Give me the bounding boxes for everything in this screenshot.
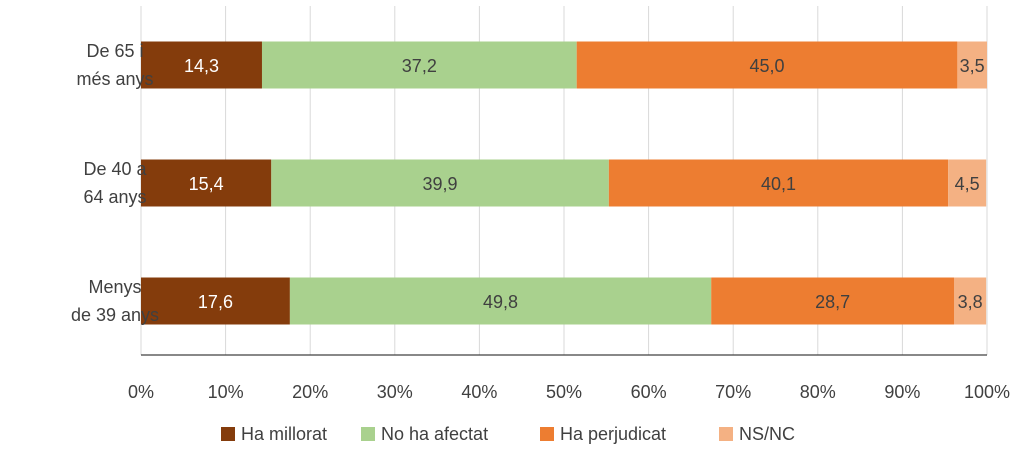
bar-segment bbox=[954, 277, 987, 325]
x-tick-label: 100% bbox=[964, 382, 1010, 402]
x-tick-label: 20% bbox=[292, 382, 328, 402]
category-label: 64 anys bbox=[83, 187, 146, 207]
category-label: de 39 anys bbox=[71, 305, 159, 325]
legend-swatch bbox=[361, 427, 375, 441]
data-label: 49,8 bbox=[483, 292, 518, 312]
x-tick-label: 40% bbox=[461, 382, 497, 402]
x-tick-label: 80% bbox=[800, 382, 836, 402]
bar-segment bbox=[141, 277, 290, 325]
legend-swatch bbox=[719, 427, 733, 441]
legend-item: NS/NC bbox=[719, 424, 795, 444]
category-labels: De 65 i més anys De 40 a 64 anys Menys de 39 … bbox=[71, 41, 159, 325]
legend: Ha millorat No ha afectat Ha perjudicat NS/… bbox=[221, 424, 795, 444]
bar-segment bbox=[711, 277, 955, 325]
legend-label: NS/NC bbox=[739, 424, 795, 444]
legend-swatch bbox=[540, 427, 554, 441]
category-label: De 40 a bbox=[83, 159, 147, 179]
bar-segment bbox=[948, 159, 987, 207]
bar-segment bbox=[261, 41, 577, 89]
legend-item: Ha perjudicat bbox=[540, 424, 666, 444]
bar-segment bbox=[576, 41, 958, 89]
x-axis: 0% 10% 20% 30% 40% 50% 60% 70% 80% 90% 100% bbox=[128, 354, 1010, 402]
category-label: més anys bbox=[76, 69, 153, 89]
legend-label: Ha perjudicat bbox=[560, 424, 666, 444]
data-label: 4,5 bbox=[955, 174, 980, 194]
bar-segment bbox=[608, 159, 949, 207]
x-tick-label: 0% bbox=[128, 382, 154, 402]
category-label: Menys bbox=[88, 277, 141, 297]
data-label: 17,6 bbox=[198, 292, 233, 312]
x-tick-label: 90% bbox=[884, 382, 920, 402]
x-tick-label: 50% bbox=[546, 382, 582, 402]
legend-item: Ha millorat bbox=[221, 424, 327, 444]
data-label: 3,5 bbox=[960, 56, 985, 76]
x-tick-label: 60% bbox=[631, 382, 667, 402]
bar-segment bbox=[141, 159, 272, 207]
data-label: 15,4 bbox=[189, 174, 224, 194]
legend-label: No ha afectat bbox=[381, 424, 488, 444]
bar-segment bbox=[271, 159, 609, 207]
bar-segment bbox=[289, 277, 712, 325]
legend-label: Ha millorat bbox=[241, 424, 327, 444]
category-label: De 65 i bbox=[86, 41, 143, 61]
data-label: 28,7 bbox=[815, 292, 850, 312]
legend-swatch bbox=[221, 427, 235, 441]
x-tick-label: 70% bbox=[715, 382, 751, 402]
bars: 14,3 37,2 45,0 3,5 15,4 39,9 40,1 4,5 17,6 49,8 28… bbox=[141, 41, 987, 325]
x-tick-label: 10% bbox=[208, 382, 244, 402]
legend-item: No ha afectat bbox=[361, 424, 488, 444]
bar-segment bbox=[957, 41, 987, 89]
bar-segment bbox=[141, 41, 262, 89]
data-label: 37,2 bbox=[402, 56, 437, 76]
data-label: 40,1 bbox=[761, 174, 796, 194]
data-label: 39,9 bbox=[423, 174, 458, 194]
data-label: 45,0 bbox=[750, 56, 785, 76]
data-label: 3,8 bbox=[958, 292, 983, 312]
x-tick-label: 30% bbox=[377, 382, 413, 402]
data-label: 14,3 bbox=[184, 56, 219, 76]
